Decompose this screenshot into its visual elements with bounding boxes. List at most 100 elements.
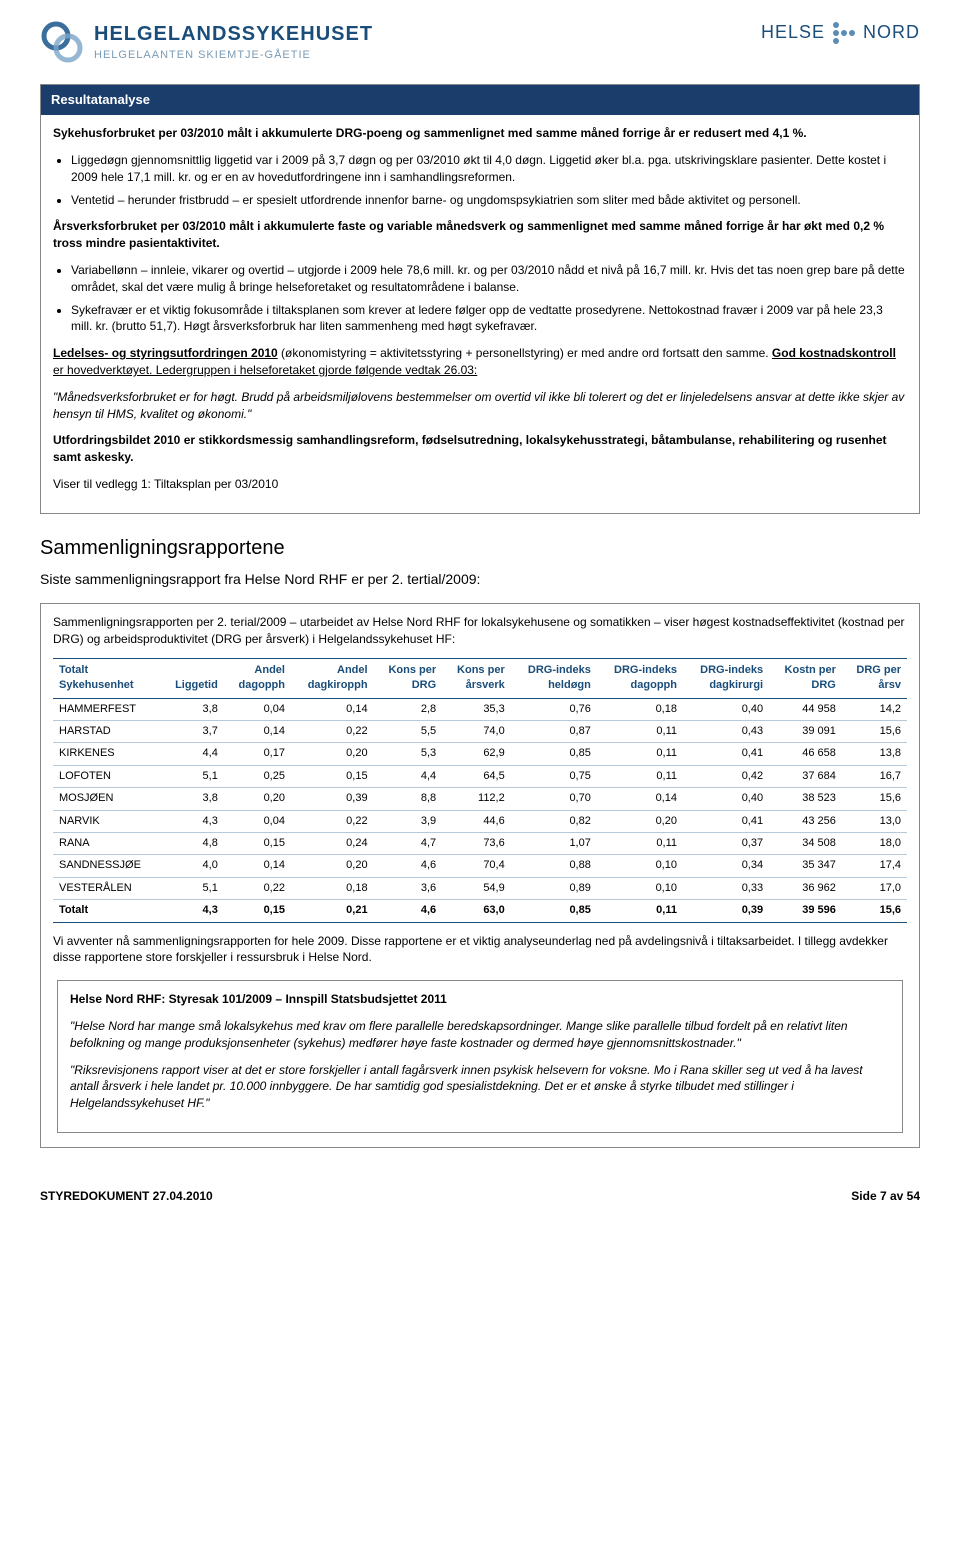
table-cell: 4,4 xyxy=(161,743,224,765)
table-cell: 4,0 xyxy=(161,855,224,877)
table-cell: 64,5 xyxy=(442,765,511,787)
table-cell: 5,3 xyxy=(374,743,443,765)
dots-icon xyxy=(833,22,855,44)
table-cell: 44,6 xyxy=(442,810,511,832)
table-header-cell: Liggetid xyxy=(161,658,224,698)
styresak-p1: "Helse Nord har mange små lokalsykehus m… xyxy=(70,1018,890,1052)
table-cell: MOSJØEN xyxy=(53,788,161,810)
table-cell: 35,3 xyxy=(442,698,511,720)
table-cell: 0,39 xyxy=(291,788,374,810)
table-cell: 0,25 xyxy=(224,765,291,787)
table-cell: 0,20 xyxy=(224,788,291,810)
table-cell: 4,3 xyxy=(161,810,224,832)
resultat-li1: Liggedøgn gjennomsnittlig liggetid var i… xyxy=(71,152,907,186)
table-cell: 4,6 xyxy=(374,855,443,877)
table-row: HAMMERFEST3,80,040,142,835,30,760,180,40… xyxy=(53,698,907,720)
table-cell: 0,88 xyxy=(511,855,597,877)
table-cell: 0,11 xyxy=(597,721,683,743)
table-header-cell: Kons perårsverk xyxy=(442,658,511,698)
table-cell: 0,40 xyxy=(683,788,769,810)
table-total-cell: 15,6 xyxy=(842,900,907,922)
table-header-cell: Andeldagkiropph xyxy=(291,658,374,698)
table-cell: 34 508 xyxy=(769,833,842,855)
table-cell: 15,6 xyxy=(842,788,907,810)
resultat-p5: Utfordringsbildet 2010 er stikkordsmessi… xyxy=(53,432,907,466)
table-cell: 5,5 xyxy=(374,721,443,743)
table-header-cell: DRG-indeksheldøgn xyxy=(511,658,597,698)
table-cell: 1,07 xyxy=(511,833,597,855)
table-row: LOFOTEN5,10,250,154,464,50,750,110,4237 … xyxy=(53,765,907,787)
table-cell: 0,75 xyxy=(511,765,597,787)
table-row: NARVIK4,30,040,223,944,60,820,200,4143 2… xyxy=(53,810,907,832)
table-cell: HAMMERFEST xyxy=(53,698,161,720)
table-cell: 0,11 xyxy=(597,743,683,765)
table-cell: 13,8 xyxy=(842,743,907,765)
table-cell: 0,20 xyxy=(291,743,374,765)
table-cell: 0,33 xyxy=(683,877,769,899)
table-row: SANDNESSJØE4,00,140,204,670,40,880,100,3… xyxy=(53,855,907,877)
section-title: Sammenligningsrapportene xyxy=(40,534,920,562)
table-header-cell: Kostn perDRG xyxy=(769,658,842,698)
table-cell: 36 962 xyxy=(769,877,842,899)
table-cell: 0,14 xyxy=(597,788,683,810)
table-cell: 0,82 xyxy=(511,810,597,832)
table-cell: 3,7 xyxy=(161,721,224,743)
resultat-li3: Variabellønn – innleie, vikarer og overt… xyxy=(71,262,907,296)
table-cell: 5,1 xyxy=(161,877,224,899)
table-cell: 0,87 xyxy=(511,721,597,743)
comparison-box: Sammenligningsrapporten per 2. terial/20… xyxy=(40,603,920,1148)
org-logo-icon xyxy=(40,20,84,64)
table-cell: 18,0 xyxy=(842,833,907,855)
table-cell: 4,8 xyxy=(161,833,224,855)
styresak-box: Helse Nord RHF: Styresak 101/2009 – Inns… xyxy=(57,980,903,1133)
footer-left: STYREDOKUMENT 27.04.2010 xyxy=(40,1188,213,1205)
table-row: HARSTAD3,70,140,225,574,00,870,110,4339 … xyxy=(53,721,907,743)
table-cell: 3,8 xyxy=(161,788,224,810)
org-title: HELGELANDSSYKEHUSET xyxy=(94,20,373,48)
table-cell: 0,04 xyxy=(224,698,291,720)
table-cell: 0,24 xyxy=(291,833,374,855)
table-cell: NARVIK xyxy=(53,810,161,832)
table-row: MOSJØEN3,80,200,398,8112,20,700,140,4038… xyxy=(53,788,907,810)
table-cell: 43 256 xyxy=(769,810,842,832)
table-cell: RANA xyxy=(53,833,161,855)
table-cell: 17,0 xyxy=(842,877,907,899)
table-total-cell: 0,39 xyxy=(683,900,769,922)
nord-label: NORD xyxy=(863,20,920,45)
footer-right: Side 7 av 54 xyxy=(851,1188,920,1205)
table-cell: 0,40 xyxy=(683,698,769,720)
drg-comparison-table: TotaltSykehusenhetLiggetidAndeldagopphAn… xyxy=(53,658,907,923)
table-cell: 3,6 xyxy=(374,877,443,899)
table-total-cell: 0,21 xyxy=(291,900,374,922)
table-cell: 35 347 xyxy=(769,855,842,877)
table-cell: 0,76 xyxy=(511,698,597,720)
table-cell: 0,04 xyxy=(224,810,291,832)
table-cell: 4,4 xyxy=(374,765,443,787)
table-cell: 0,10 xyxy=(597,877,683,899)
table-cell: 3,9 xyxy=(374,810,443,832)
table-cell: 62,9 xyxy=(442,743,511,765)
resultat-li4: Sykefravær er et viktig fokusområde i ti… xyxy=(71,302,907,336)
org-logo-left: HELGELANDSSYKEHUSET HELGELAANTEN SKIEMTJ… xyxy=(40,20,373,64)
table-header-cell: Kons perDRG xyxy=(374,658,443,698)
table-cell: 0,22 xyxy=(291,810,374,832)
table-total-cell: 39 596 xyxy=(769,900,842,922)
table-cell: 0,85 xyxy=(511,743,597,765)
table-cell: 0,22 xyxy=(224,877,291,899)
table-total-cell: 0,15 xyxy=(224,900,291,922)
table-cell: 0,34 xyxy=(683,855,769,877)
table-cell: 39 091 xyxy=(769,721,842,743)
table-cell: 0,14 xyxy=(224,721,291,743)
table-total-cell: 63,0 xyxy=(442,900,511,922)
table-total-cell: Totalt xyxy=(53,900,161,922)
table-cell: 0,18 xyxy=(291,877,374,899)
table-total-cell: 4,6 xyxy=(374,900,443,922)
table-total-cell: 0,11 xyxy=(597,900,683,922)
resultatanalyse-box: Resultatanalyse Sykehusforbruket per 03/… xyxy=(40,84,920,514)
table-cell: 0,89 xyxy=(511,877,597,899)
table-cell: 3,8 xyxy=(161,698,224,720)
table-row: RANA4,80,150,244,773,61,070,110,3734 508… xyxy=(53,833,907,855)
table-cell: SANDNESSJØE xyxy=(53,855,161,877)
table-cell: 4,7 xyxy=(374,833,443,855)
org-logo-right: HELSE NORD xyxy=(761,20,920,45)
